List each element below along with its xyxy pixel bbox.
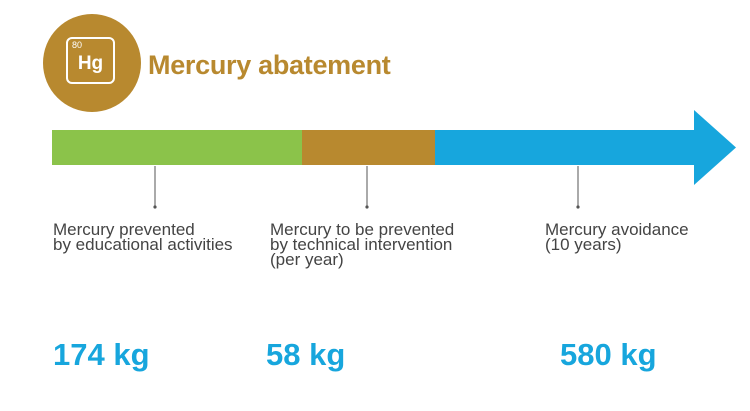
timeline-segment-education [52, 130, 302, 165]
stage-label-avoidance: Mercury avoidance (10 years) [545, 220, 689, 254]
connector-dot-education [153, 205, 157, 209]
mercury-element-badge: 80 Hg [43, 14, 141, 112]
connector-dot-avoidance [576, 205, 580, 209]
stage-value-technical: 58 kg [266, 337, 346, 372]
timeline-arrowhead [694, 110, 736, 185]
timeline-segment-avoidance [435, 130, 695, 165]
periodic-element-tile: 80 Hg [66, 37, 115, 84]
stage-value-avoidance: 580 kg [560, 337, 657, 372]
stage-label-technical: Mercury to be prevented by technical int… [270, 220, 455, 269]
connector-dot-technical [365, 205, 369, 209]
page-title: Mercury abatement [148, 50, 391, 80]
timeline-segment-technical [302, 130, 435, 165]
element-symbol: Hg [77, 53, 104, 74]
atomic-number: 80 [72, 40, 83, 50]
stage-label-education: Mercury prevented by educational activit… [53, 220, 233, 254]
stage-value-education: 174 kg [53, 337, 150, 372]
